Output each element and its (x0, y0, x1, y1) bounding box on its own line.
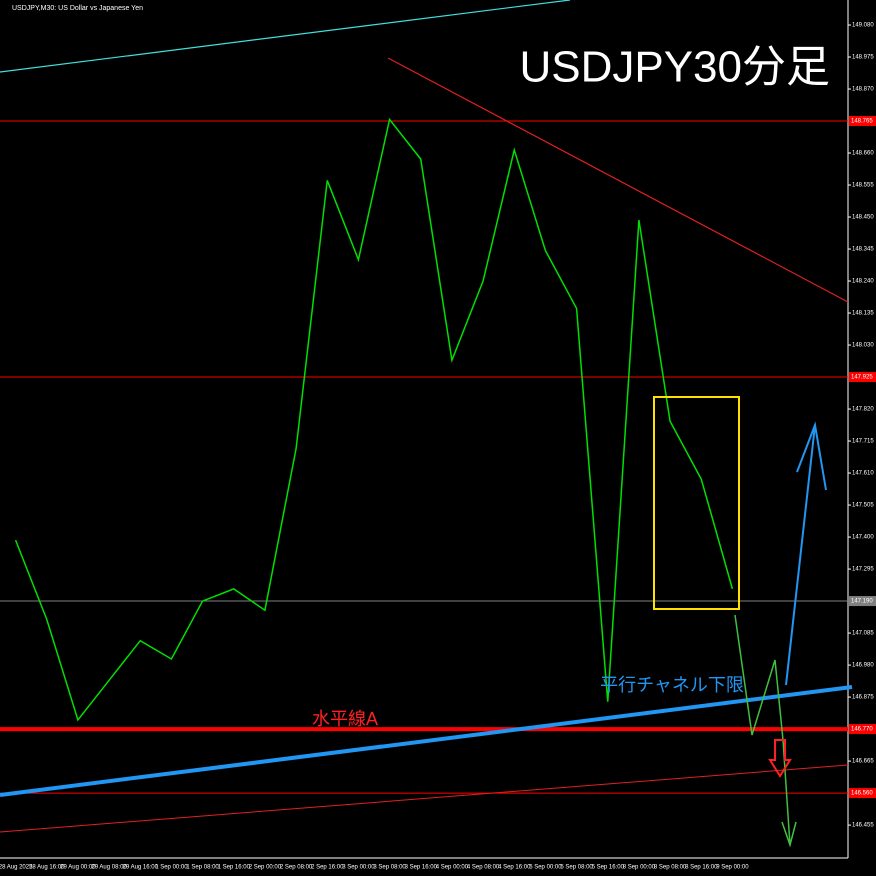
y-tick-label: 147.295 (852, 567, 874, 573)
x-tick-label: 5 Sep 08:00 (560, 865, 593, 871)
level-label: 146.770 (851, 727, 873, 733)
level-tag (849, 372, 876, 383)
level-label: 147.190 (851, 599, 873, 605)
x-tick-label: 29 Aug 00:00 (60, 865, 96, 871)
y-tick-label: 146.665 (852, 759, 874, 765)
price-line (14, 117, 734, 722)
x-tick-label: 8 Sep 00:00 (623, 865, 656, 871)
level-tag (849, 596, 876, 607)
y-tick-label: 146.455 (852, 823, 874, 829)
annotation: 水平線A (312, 709, 378, 729)
x-tick-label: 2 Sep 08:00 (280, 865, 313, 871)
chart-title: USDJPY30分足 (519, 43, 830, 92)
level-label: 147.925 (851, 375, 873, 381)
x-tick-label: 5 Sep 16:00 (592, 865, 625, 871)
y-tick-label: 148.135 (852, 311, 874, 317)
x-tick-label: 1 Sep 08:00 (186, 865, 219, 871)
x-tick-label: 29 Aug 08:00 (91, 865, 127, 871)
y-tick-label: 148.345 (852, 247, 874, 253)
trendline (0, 0, 571, 73)
highlight-box (653, 396, 740, 610)
y-tick-label: 148.555 (852, 183, 874, 189)
x-tick-label: 1 Sep 16:00 (218, 865, 251, 871)
level-label: 148.765 (851, 119, 873, 125)
scenario-arrow (734, 614, 791, 846)
annotation: 平行チャネル下限 (600, 675, 744, 695)
y-tick-label: 148.450 (852, 215, 874, 221)
y-tick-label: 148.975 (852, 55, 874, 61)
x-tick-label: 3 Sep 16:00 (405, 865, 438, 871)
x-tick-label: 4 Sep 08:00 (467, 865, 500, 871)
x-tick-label: 2 Sep 00:00 (249, 865, 282, 871)
x-tick-label: 3 Sep 00:00 (342, 865, 375, 871)
level-tag (849, 788, 876, 799)
x-tick-label: 8 Sep 08:00 (654, 865, 687, 871)
down-arrow (768, 739, 792, 778)
channel-line (0, 685, 853, 797)
x-tick-label: 4 Sep 16:00 (498, 865, 531, 871)
y-tick-label: 147.085 (852, 631, 874, 637)
x-tick-label: 3 Sep 08:00 (373, 865, 406, 871)
trendline (0, 764, 849, 833)
trendline (387, 57, 849, 303)
scenario-arrow (785, 424, 816, 686)
y-tick-label: 147.505 (852, 503, 874, 509)
y-tick-label: 147.715 (852, 439, 874, 445)
x-tick-label: 28 Aug 2025 (0, 865, 33, 871)
x-tick-label: 28 Aug 16:00 (29, 865, 65, 871)
x-tick-label: 1 Sep 00:00 (155, 865, 188, 871)
y-tick-label: 147.610 (852, 471, 874, 477)
chart-header: USDJPY,M30: US Dollar vs Japanese Yen (12, 5, 143, 12)
x-tick-label: 29 Aug 16:00 (123, 865, 159, 871)
level-tag (849, 724, 876, 735)
y-tick-label: 148.030 (852, 343, 874, 349)
y-tick-label: 149.080 (852, 23, 874, 29)
x-tick-label: 4 Sep 00:00 (436, 865, 469, 871)
y-tick-label: 147.820 (852, 407, 874, 413)
x-tick-label: 9 Sep 00:00 (716, 865, 749, 871)
y-tick-label: 147.400 (852, 535, 874, 541)
x-tick-label: 5 Sep 00:00 (529, 865, 562, 871)
x-tick-label: 2 Sep 16:00 (311, 865, 344, 871)
y-tick-label: 146.875 (852, 695, 874, 701)
x-tick-label: 8 Sep 16:00 (685, 865, 718, 871)
y-tick-label: 148.240 (852, 279, 874, 285)
level-label: 146.560 (851, 791, 873, 797)
y-tick-label: 146.980 (852, 663, 874, 669)
y-tick-label: 148.870 (852, 87, 874, 93)
level-tag (849, 116, 876, 127)
arrow-head (796, 421, 827, 491)
y-tick-label: 148.660 (852, 151, 874, 157)
arrow-head (781, 821, 797, 848)
